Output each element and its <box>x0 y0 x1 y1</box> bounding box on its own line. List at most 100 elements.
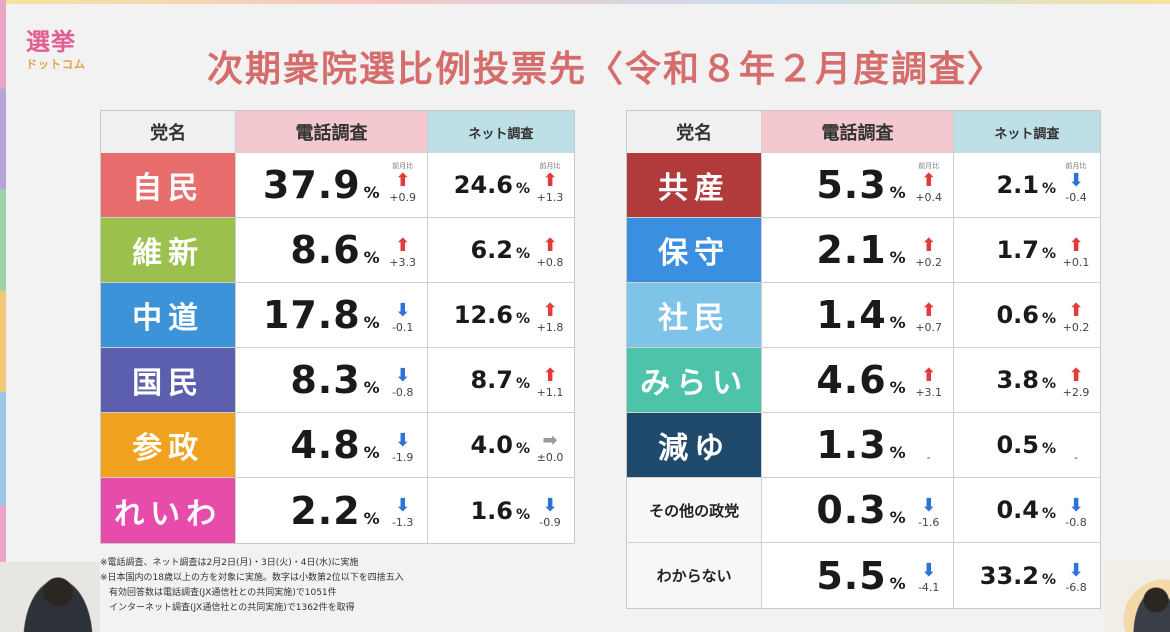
month-change: ⬇ -6.8 <box>1058 551 1094 601</box>
net-survey-cell: 33.2% ⬇ -6.8 <box>953 543 1100 608</box>
phone-value: 2.2% <box>290 489 380 533</box>
month-change: ⬇ -0.1 <box>385 291 421 341</box>
arrow-up-icon: ⬆ <box>1068 365 1084 386</box>
month-change: ⬆ +0.2 <box>911 226 947 276</box>
net-value: 8.7% <box>470 366 530 394</box>
change-value: +3.1 <box>915 386 943 399</box>
percent-sign: % <box>889 248 907 267</box>
net-value: 24.6% <box>454 171 530 199</box>
party-row: 自民 37.9% 前月比 ⬆ +0.9 24.6% 前月比 ⬆ +1.3 <box>101 153 574 218</box>
party-name: 中道 <box>101 283 237 348</box>
month-change: ⬆ +0.2 <box>1058 291 1094 341</box>
phone-survey-cell: 2.1% ⬆ +0.2 <box>762 218 954 283</box>
value-number: 0.4 <box>996 496 1039 524</box>
party-name: 保守 <box>627 218 763 283</box>
arrow-up-icon: ⬆ <box>921 170 937 191</box>
party-name: みらい <box>627 348 763 413</box>
month-change: ⬆ +3.1 <box>911 356 947 406</box>
phone-survey-cell: 8.3% ⬇ -0.8 <box>236 348 428 413</box>
percent-sign: % <box>1041 376 1056 392</box>
arrow-up-icon: ⬆ <box>921 365 937 386</box>
phone-survey-cell: 1.3% - <box>762 413 954 478</box>
net-value: 33.2% <box>980 562 1056 590</box>
change-value: +1.3 <box>536 191 564 204</box>
value-number: 6.2 <box>470 236 513 264</box>
month-change: ⬆ +0.1 <box>1058 226 1094 276</box>
party-row: みらい 4.6% ⬆ +3.1 3.8% ⬆ +2.9 <box>627 348 1100 413</box>
change-label <box>1058 421 1094 431</box>
value-number: 1.6 <box>470 496 513 525</box>
change-value: +0.9 <box>389 191 417 204</box>
party-name: 減ゆ <box>627 413 763 478</box>
percent-sign: % <box>363 378 381 397</box>
change-label <box>911 421 947 431</box>
top-accent-bar <box>0 0 1170 4</box>
party-row: 共産 5.3% 前月比 ⬆ +0.4 2.1% 前月比 ⬇ -0.4 <box>627 153 1100 218</box>
arrow-down-icon: ⬇ <box>1068 560 1084 581</box>
percent-sign: % <box>1041 571 1056 588</box>
value-number: 2.1 <box>816 228 887 272</box>
month-change: - <box>911 421 947 471</box>
value-number: 8.7 <box>470 366 513 394</box>
month-change: ⬆ +1.8 <box>532 291 568 341</box>
value-number: 1.4 <box>816 293 887 337</box>
month-change: - <box>1058 421 1094 471</box>
value-number: 0.6 <box>996 301 1039 329</box>
change-value: -0.4 <box>1065 191 1087 204</box>
value-number: 17.8 <box>262 293 361 337</box>
percent-sign: % <box>363 443 381 462</box>
right-poll-table: 党名 電話調査 ネット調査 共産 5.3% 前月比 ⬆ +0.4 2.1% 前月比 ⬇ -0.4… <box>626 110 1101 609</box>
arrow-right-icon: ➡ <box>542 430 558 451</box>
value-number: 1.7 <box>996 236 1039 264</box>
net-survey-cell: 0.4% ⬇ -0.8 <box>953 478 1100 543</box>
phone-value: 37.9% <box>263 163 381 207</box>
header-net: ネット調査 <box>953 111 1100 153</box>
change-value: +0.7 <box>915 321 943 334</box>
percent-sign: % <box>363 313 381 332</box>
value-number: 5.5 <box>816 553 887 598</box>
value-number: 3.8 <box>996 366 1039 394</box>
phone-value: 4.8% <box>290 423 380 467</box>
net-survey-cell: 6.2% ⬆ +0.8 <box>427 218 574 283</box>
change-value: +2.9 <box>1062 386 1090 399</box>
arrow-up-icon: ⬆ <box>395 235 411 256</box>
change-value: +0.2 <box>915 256 943 269</box>
net-value: 12.6% <box>454 301 530 329</box>
net-survey-cell: 12.6% ⬆ +1.8 <box>427 283 574 348</box>
arrow-up-icon: ⬆ <box>542 365 558 386</box>
change-value: -6.8 <box>1065 581 1087 594</box>
party-name: 参政 <box>101 413 237 478</box>
note-line: ※電話調査、ネット調査は2月2日(月)・3日(火)・4日(水)に実施 <box>100 558 359 568</box>
net-survey-cell: 1.7% ⬆ +0.1 <box>953 218 1100 283</box>
month-change: ⬇ -1.3 <box>385 486 421 536</box>
value-number: 8.6 <box>290 228 361 272</box>
value-number: 37.9 <box>262 163 361 207</box>
change-value: - <box>1074 451 1078 464</box>
net-survey-cell: 0.6% ⬆ +0.2 <box>953 283 1100 348</box>
month-change: ⬇ -0.9 <box>532 486 568 536</box>
survey-notes: ※電話調査、ネット調査は2月2日(月)・3日(火)・4日(水)に実施 ※日本国内… <box>100 556 580 616</box>
arrow-down-icon: ⬇ <box>921 495 937 516</box>
party-row: 維新 8.6% ⬆ +3.3 6.2% ⬆ +0.8 <box>101 218 574 283</box>
party-name: その他の政党 <box>627 478 763 543</box>
net-value: 6.2% <box>470 236 530 264</box>
arrow-down-icon: ⬇ <box>395 300 411 321</box>
arrow-down-icon: ⬇ <box>395 430 411 451</box>
phone-value: 2.1% <box>816 228 906 272</box>
arrow-down-icon: ⬇ <box>921 560 937 581</box>
value-number: 0.3 <box>816 488 887 532</box>
change-value: +0.4 <box>915 191 943 204</box>
phone-value: 0.3% <box>816 488 906 532</box>
party-name: 維新 <box>101 218 237 283</box>
arrow-up-icon: ⬆ <box>921 300 937 321</box>
month-change: 前月比 ⬆ +1.3 <box>532 161 568 211</box>
month-change: ⬆ +2.9 <box>1058 356 1094 406</box>
percent-sign: % <box>515 506 530 523</box>
arrow-down-icon: ⬇ <box>1068 495 1084 516</box>
month-change: 前月比 ⬆ +0.4 <box>911 161 947 211</box>
percent-sign: % <box>1041 441 1056 457</box>
party-row: その他の政党 0.3% ⬇ -1.6 0.4% ⬇ -0.8 <box>627 478 1100 543</box>
change-value: -0.1 <box>391 321 414 334</box>
no-change-icon <box>911 431 947 451</box>
arrow-down-icon: ⬇ <box>542 495 558 516</box>
